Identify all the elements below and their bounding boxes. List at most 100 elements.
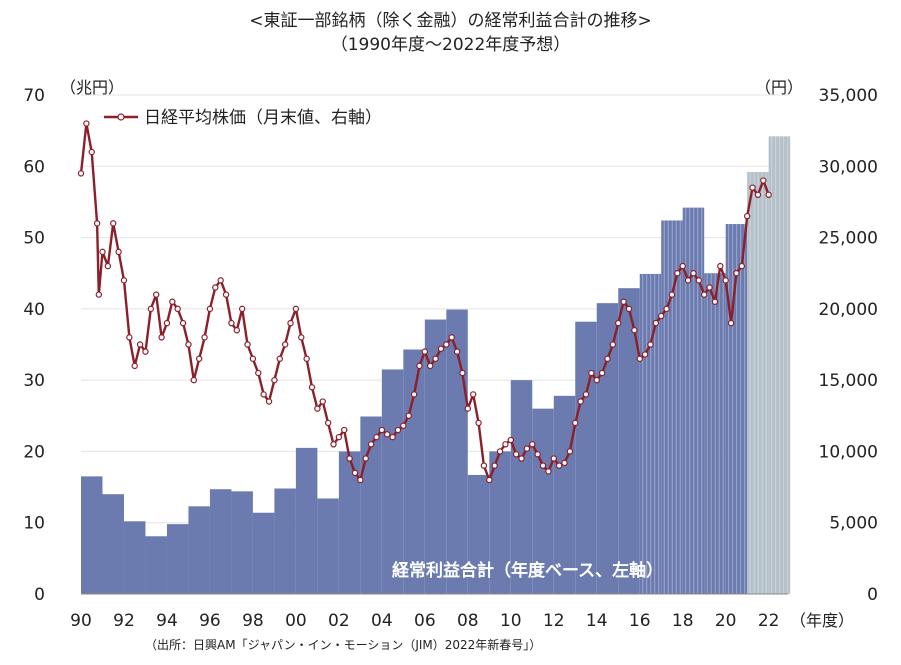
nikkei-point xyxy=(104,262,112,270)
nikkei-point xyxy=(754,191,762,198)
bar-2006 xyxy=(424,319,447,594)
bar-2013 xyxy=(575,321,597,594)
nikkei-point xyxy=(749,184,756,191)
nikkei-point xyxy=(93,220,101,227)
left-tick-label: 0 xyxy=(34,585,45,605)
nikkei-point xyxy=(631,327,638,334)
nikkei-point xyxy=(700,291,708,298)
right-tick-label: 5,000 xyxy=(829,514,878,534)
right-tick-label: 35,000 xyxy=(819,86,878,106)
nikkei-point xyxy=(765,191,772,198)
nikkei-point xyxy=(674,270,681,277)
x-tick-label: 02 xyxy=(328,611,350,631)
nikkei-point xyxy=(706,284,713,291)
bar-2005 xyxy=(403,349,425,594)
nikkei-point xyxy=(190,376,198,384)
x-tick-label: 10 xyxy=(500,611,522,631)
bar-1993 xyxy=(145,536,167,594)
nikkei-point xyxy=(459,369,466,377)
nikkei-point xyxy=(217,277,224,284)
nikkei-point xyxy=(486,476,493,484)
left-axis-unit: （兆円） xyxy=(60,78,124,97)
nikkei-point xyxy=(308,384,316,391)
bar-1995 xyxy=(188,506,210,594)
nikkei-point xyxy=(346,455,353,462)
nikkei-point xyxy=(110,220,117,227)
nikkei-point xyxy=(523,445,531,452)
nikkei-point xyxy=(416,362,423,370)
nikkei-point xyxy=(201,334,208,341)
x-tick-label: 18 xyxy=(672,611,694,631)
nikkei-point xyxy=(582,391,590,398)
bar-1990 xyxy=(81,476,103,594)
nikkei-point xyxy=(378,426,386,434)
nikkei-point xyxy=(410,391,418,398)
x-tick-label: 06 xyxy=(414,611,436,631)
bar-2018 xyxy=(682,207,705,595)
nikkei-point xyxy=(663,305,670,313)
left-tick-label: 30 xyxy=(23,371,45,391)
nikkei-point xyxy=(389,433,396,441)
right-tick-label: 25,000 xyxy=(819,229,878,249)
right-axis-unit: （円） xyxy=(755,78,803,97)
nikkei-point xyxy=(384,431,391,438)
nikkei-point xyxy=(99,248,106,256)
nikkei-point xyxy=(636,355,643,362)
nikkei-point xyxy=(222,291,230,298)
x-tick-label: 22 xyxy=(758,611,780,631)
nikkei-point xyxy=(238,305,246,313)
bar-2009 xyxy=(489,451,511,594)
nikkei-point xyxy=(163,319,171,327)
nikkei-point xyxy=(276,355,283,362)
bar-2022 xyxy=(768,136,791,595)
nikkei-point xyxy=(95,291,103,298)
nikkei-point xyxy=(324,419,332,427)
bar-2008 xyxy=(467,474,490,594)
right-tick-label: 20,000 xyxy=(819,300,878,320)
nikkei-point xyxy=(249,355,257,362)
nikkei-point xyxy=(147,305,155,313)
nikkei-point xyxy=(303,355,310,362)
bar-1994 xyxy=(166,524,189,594)
nikkei-point xyxy=(244,341,251,348)
nikkei-point xyxy=(480,462,488,469)
x-tick-label: 98 xyxy=(242,611,264,631)
nikkei-point xyxy=(647,341,654,348)
nikkei-point xyxy=(448,334,455,341)
x-tick-label: 16 xyxy=(629,611,651,631)
nikkei-point xyxy=(367,441,375,448)
nikkei-point xyxy=(738,262,745,270)
nikkei-point xyxy=(550,455,557,462)
bar-2015 xyxy=(618,288,640,594)
x-tick-label: 94 xyxy=(156,611,178,631)
nikkei-point xyxy=(743,212,751,220)
x-axis-unit: （年度） xyxy=(790,611,854,630)
nikkei-point xyxy=(469,391,477,398)
nikkei-point xyxy=(545,468,552,475)
nikkei-point xyxy=(174,305,181,313)
nikkei-point xyxy=(292,305,300,313)
nikkei-point xyxy=(362,455,369,462)
nikkei-point xyxy=(212,284,219,291)
nikkei-point xyxy=(443,341,450,348)
nikkei-point xyxy=(679,262,686,270)
nikkei-point xyxy=(717,262,724,270)
right-tick-label: 30,000 xyxy=(819,157,878,177)
nikkei-point xyxy=(228,319,235,327)
nikkei-point xyxy=(421,348,429,355)
left-tick-label: 10 xyxy=(23,514,45,534)
x-tick-label: 96 xyxy=(199,611,221,631)
nikkei-point xyxy=(615,319,622,327)
nikkei-line xyxy=(79,122,770,482)
left-tick-label: 60 xyxy=(23,157,45,177)
bar-1991 xyxy=(102,494,124,594)
nikkei-point xyxy=(115,248,122,256)
left-tick-label: 50 xyxy=(23,229,45,249)
nikkei-point xyxy=(136,341,144,348)
nikkei-point xyxy=(625,305,633,313)
x-tick-label: 00 xyxy=(285,611,307,631)
bar-2019 xyxy=(704,273,726,594)
bar-1992 xyxy=(123,521,146,594)
legend-line-marker xyxy=(117,113,125,121)
left-tick-label: 70 xyxy=(23,86,45,106)
